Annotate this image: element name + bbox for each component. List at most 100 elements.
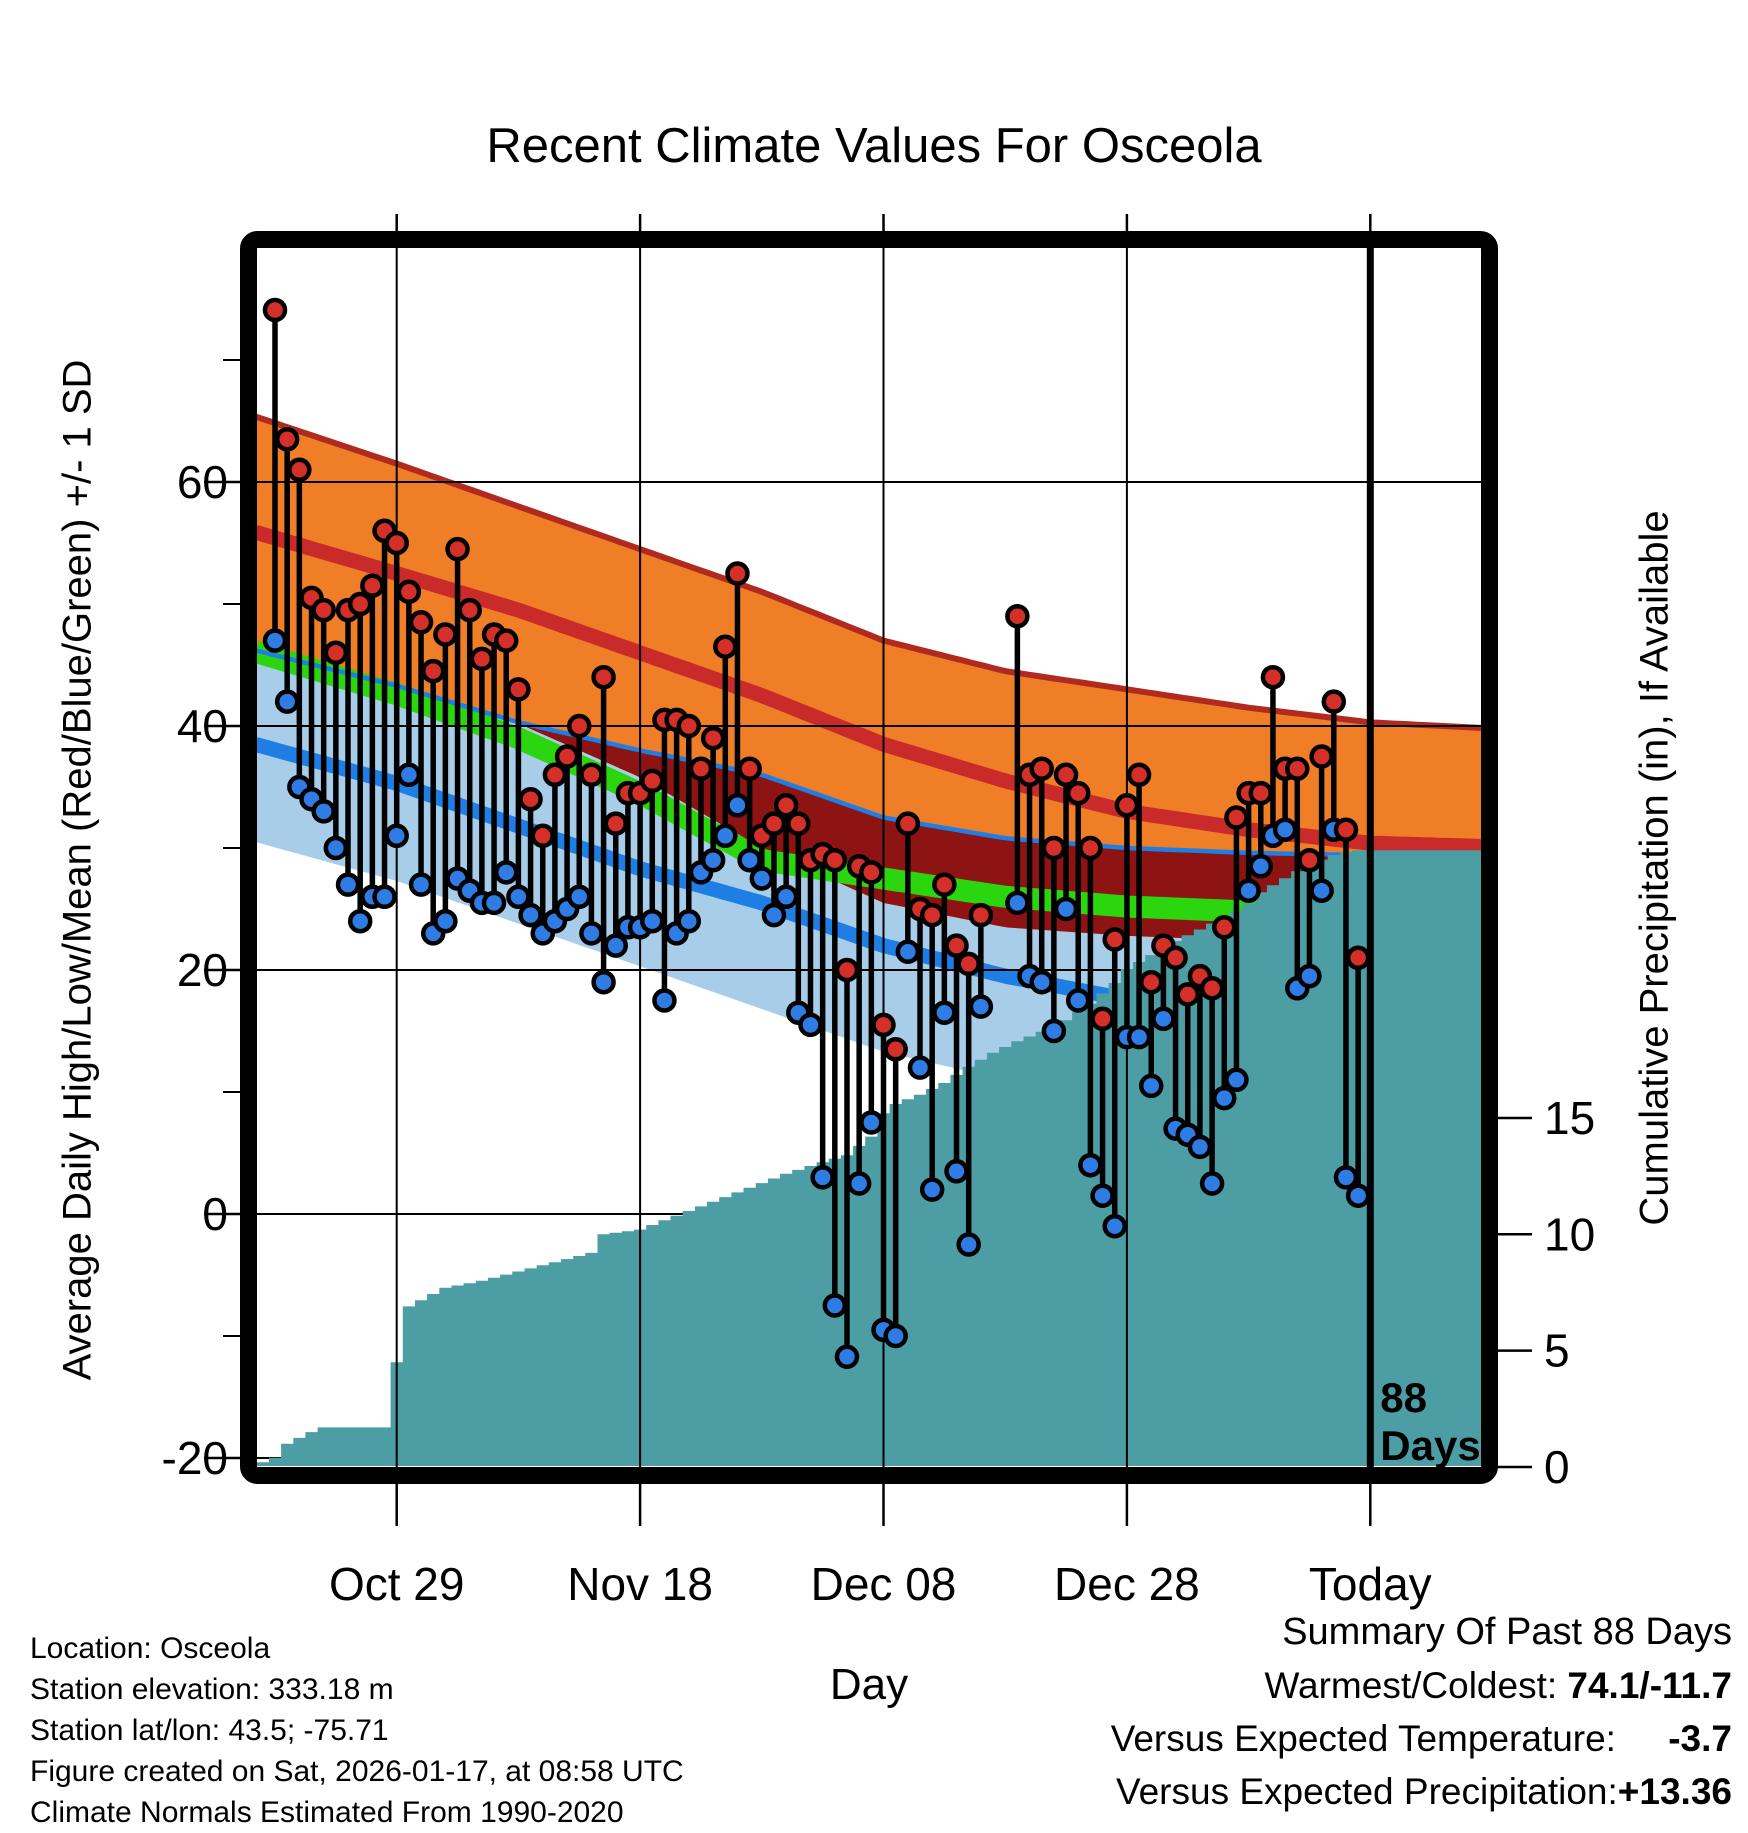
low-dot	[1212, 1085, 1237, 1111]
low-dot	[700, 847, 726, 873]
station-location: Location: Osceola	[30, 1632, 271, 1665]
summary-block: Summary Of Past 88 Days Warmest/Coldest:…	[1111, 1606, 1732, 1818]
y-right-tick-label: 10	[1544, 1208, 1595, 1260]
high-dot	[408, 610, 434, 635]
low-dot	[822, 1293, 848, 1318]
high-dot	[1309, 744, 1334, 769]
low-dot	[834, 1344, 860, 1369]
day-stem	[688, 756, 714, 885]
high-dot	[700, 725, 726, 751]
y-left-tick-label: 40	[177, 700, 228, 752]
low-dot	[567, 884, 592, 910]
day-stem	[262, 297, 288, 653]
high-dot	[713, 634, 738, 659]
high-dot	[323, 640, 349, 666]
day-stem	[1248, 780, 1274, 879]
day-stem	[591, 664, 616, 995]
y-right-tick-label: 5	[1544, 1325, 1570, 1377]
low-dot	[1126, 1024, 1152, 1050]
low-dot	[883, 1323, 908, 1349]
day-stem	[919, 902, 945, 1202]
low-dot	[725, 793, 750, 818]
low-dot	[1333, 1165, 1359, 1190]
low-dot	[506, 884, 531, 910]
tick-labels: 60 40 20 0 -20 15 10 5 0 Oct 29 Nov 18 Dec 08 Dec 28…	[162, 456, 1596, 1610]
summary-vs-precipitation: Versus Expected Precipitation:+13.36	[1111, 1765, 1732, 1818]
low-dot	[262, 628, 288, 653]
high-dot	[530, 823, 555, 849]
high-dot	[347, 591, 373, 617]
day-stem	[567, 713, 592, 910]
high-dot	[1138, 969, 1164, 995]
day-stem	[932, 872, 957, 1025]
high-dot	[1321, 689, 1347, 714]
climate-normals-note: Climate Normals Estimated From 1990-2020	[30, 1796, 624, 1829]
low-dot	[907, 1055, 933, 1080]
high-dot	[871, 1012, 896, 1038]
day-stem	[323, 640, 349, 861]
low-dot	[1078, 1152, 1103, 1178]
day-stem	[1285, 756, 1310, 1001]
high-dot	[919, 902, 945, 928]
high-band-top-edge	[257, 413, 1481, 731]
low-dot	[1236, 878, 1261, 903]
y-left-tick-label: -20	[162, 1432, 228, 1484]
day-stem	[1309, 744, 1334, 903]
high-dot	[1029, 756, 1054, 781]
high-dot	[822, 847, 848, 873]
high-dot	[287, 457, 312, 483]
high-dot	[542, 762, 568, 788]
day-stem	[786, 811, 811, 1025]
low-dot	[895, 939, 921, 964]
low-dot	[274, 689, 300, 714]
high-dot	[640, 768, 665, 794]
day-stem	[433, 622, 458, 934]
high-dot	[433, 622, 458, 647]
high-dot	[1163, 945, 1188, 971]
low-dot	[1029, 969, 1054, 995]
low-dot	[384, 823, 409, 849]
day-stem	[761, 811, 787, 928]
summary-vs-temperature: Versus Expected Temperature: -3.7	[1111, 1712, 1732, 1765]
day-stem	[518, 786, 543, 928]
day-stem	[396, 579, 422, 788]
low-dot	[408, 872, 434, 897]
high-dot	[603, 811, 629, 836]
day-stem	[1212, 915, 1237, 1111]
high-dot	[384, 530, 409, 556]
low-dot	[493, 860, 519, 885]
low-dot	[1297, 963, 1322, 989]
low-dot	[773, 884, 799, 910]
summary-title: Summary Of Past 88 Days	[1282, 1611, 1732, 1653]
day-stem	[676, 713, 702, 934]
station-elevation: Station elevation: 333.18 m	[30, 1673, 394, 1706]
high-dot	[262, 297, 288, 323]
high-dot	[493, 628, 519, 653]
high-dot	[761, 811, 787, 836]
vs-precip-value: +13.36	[1617, 1771, 1732, 1812]
day-stem	[1065, 780, 1091, 1013]
day-stem	[1138, 969, 1164, 1099]
band-overlap-region	[365, 677, 1481, 945]
low-dot	[713, 823, 738, 849]
day-stem	[700, 725, 726, 873]
high-dot	[396, 579, 422, 605]
day-stem	[859, 860, 884, 1135]
day-stem	[579, 762, 604, 946]
high-dot	[944, 933, 969, 958]
y-left-tick-label: 0	[202, 1188, 228, 1240]
low-dot	[311, 799, 336, 824]
day-stem	[944, 933, 969, 1184]
vs-temp-value: -3.7	[1668, 1718, 1732, 1759]
low-dot	[737, 847, 762, 873]
low-dot	[481, 890, 507, 916]
day-stem	[1345, 945, 1371, 1208]
low-dot	[968, 994, 994, 1019]
low-dot	[846, 1171, 872, 1196]
day-stem	[834, 957, 860, 1369]
high-dot	[1333, 817, 1359, 842]
low-dot	[1041, 1018, 1067, 1044]
low-dot	[932, 1000, 957, 1025]
y-right-tick-label: 0	[1544, 1441, 1570, 1493]
